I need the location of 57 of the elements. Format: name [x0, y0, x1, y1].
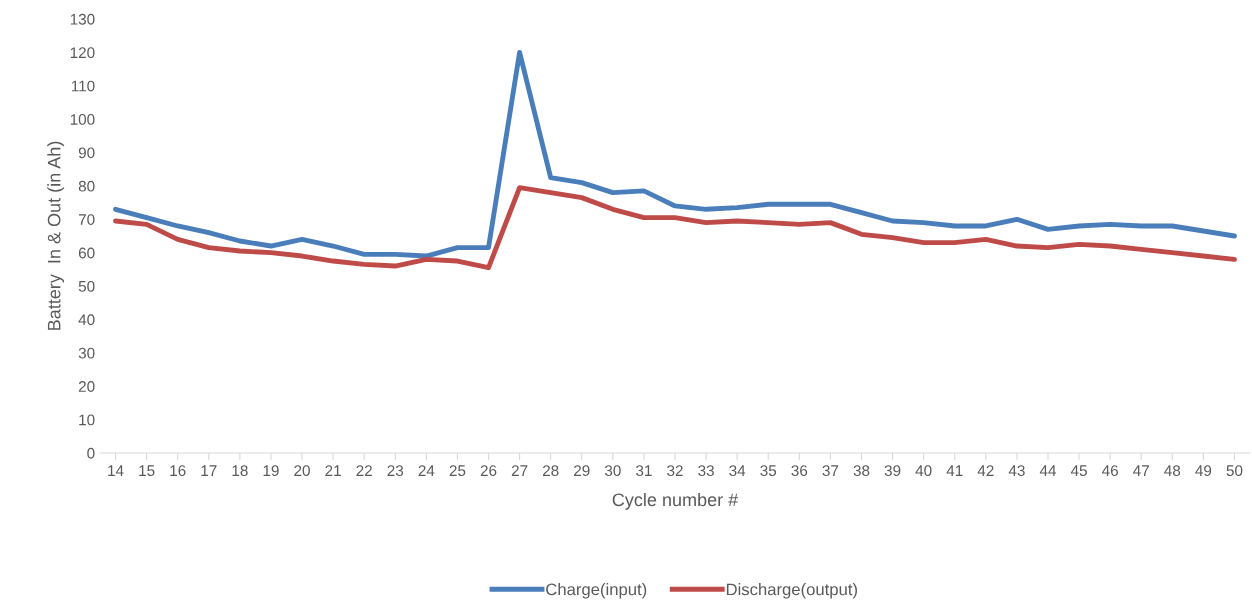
x-tick-label: 18: [232, 465, 248, 477]
x-tick-label: 48: [1164, 465, 1181, 477]
y-tick-label: 70: [78, 214, 95, 225]
x-tick-label: 43: [1008, 465, 1025, 477]
x-tick-label: 40: [915, 465, 932, 477]
x-tick-label: 45: [1070, 465, 1087, 477]
x-tick-label: 22: [356, 465, 372, 476]
x-tick-label: 41: [946, 465, 963, 476]
x-tick-label: 15: [139, 465, 155, 477]
x-tick-label: 32: [667, 465, 683, 477]
x-tick-label: 30: [604, 465, 621, 477]
y-tick-label: 80: [78, 180, 95, 192]
x-tick-label: 49: [1195, 465, 1212, 477]
y-tick-label: 110: [71, 80, 95, 92]
x-tick-label: 27: [511, 465, 528, 476]
x-tick-label: 23: [387, 465, 404, 477]
x-tick-label: 17: [201, 465, 217, 476]
x-tick-label: 44: [1039, 465, 1057, 476]
x-tick-label: 14: [108, 465, 124, 476]
y-tick-label: 130: [70, 13, 95, 25]
x-tick-label: 21: [325, 465, 341, 476]
y-tick-label: 0: [87, 447, 95, 459]
y-axis-title: Battery In & Out (in Ah): [47, 141, 65, 330]
x-tick-label: 47: [1133, 465, 1149, 476]
y-tick-label: 40: [78, 314, 95, 326]
y-tick-label: 30: [78, 347, 95, 359]
y-tick-label: 90: [78, 147, 95, 159]
x-tick-label: 28: [542, 465, 559, 477]
x-tick-label: 36: [791, 465, 808, 477]
x-tick-label: 46: [1101, 465, 1118, 477]
x-axis-title: Cycle number #: [612, 492, 739, 510]
x-tick-label: 25: [449, 465, 466, 477]
x-tick-label: 33: [698, 465, 714, 477]
line-series: [113, 49, 1237, 259]
y-tick-label: 60: [78, 247, 95, 259]
y-tick-label: 100: [70, 114, 95, 125]
legend-label: Discharge(output): [726, 583, 857, 599]
x-tick-label: 19: [263, 465, 279, 477]
x-tick-label: 38: [853, 465, 870, 477]
x-tick-label: 37: [822, 465, 839, 477]
x-tick-label: 16: [170, 465, 186, 477]
x-tick-label: 35: [760, 465, 777, 477]
x-tick-label: 39: [884, 465, 901, 477]
legend-label: Charge(input): [546, 583, 647, 599]
x-tick-label: 26: [480, 465, 497, 477]
line-series: [113, 185, 1237, 271]
x-tick-label: 31: [636, 465, 652, 477]
y-tick-label: 120: [70, 47, 95, 59]
y-tick-label: 50: [78, 280, 95, 292]
x-tick-label: 34: [729, 465, 746, 477]
x-tick-label: 29: [574, 465, 590, 477]
x-tick-label: 42: [977, 465, 994, 476]
y-tick-label: 10: [79, 414, 95, 426]
x-tick-label: 50: [1226, 465, 1243, 477]
x-tick-label: 24: [418, 465, 435, 476]
x-tick-label: 20: [294, 465, 310, 477]
y-tick-label: 20: [78, 381, 95, 392]
